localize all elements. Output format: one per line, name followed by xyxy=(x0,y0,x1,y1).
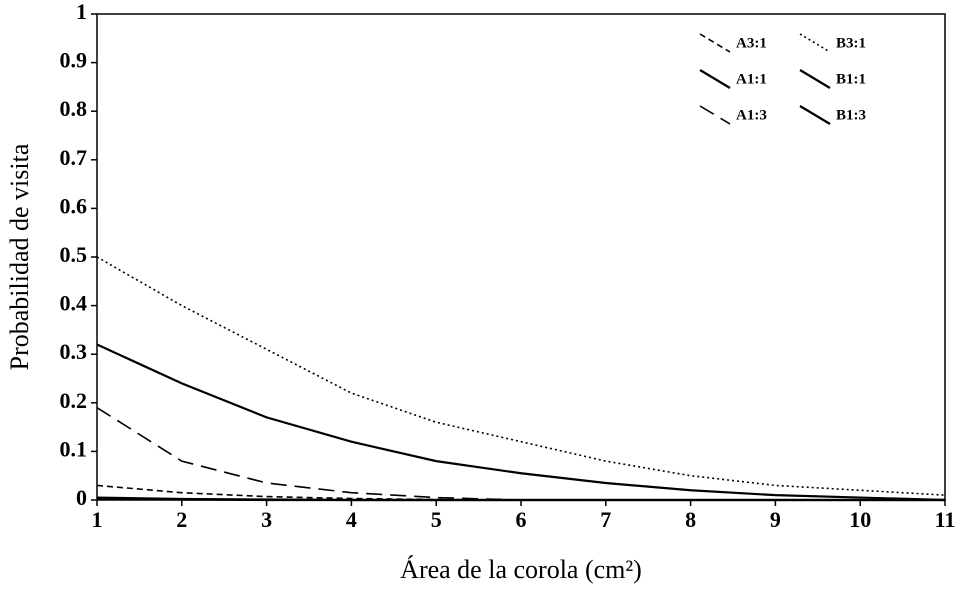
series-line xyxy=(96,497,945,502)
y-tick-label: 0.9 xyxy=(60,48,88,73)
y-tick-label: 0.6 xyxy=(60,193,88,218)
x-tick-label: 9 xyxy=(770,507,781,532)
x-tick-label: 4 xyxy=(346,507,357,532)
y-tick-label: 0.1 xyxy=(60,436,88,461)
x-tick-label: 1 xyxy=(92,507,103,532)
y-tick-label: 1 xyxy=(76,0,87,24)
legend-label: B1:3 xyxy=(836,107,866,123)
legend-swatch xyxy=(799,105,831,125)
y-tick-label: 0.2 xyxy=(60,388,88,413)
series-line xyxy=(96,343,946,502)
x-tick-label: 10 xyxy=(849,507,871,532)
legend-swatch xyxy=(799,69,831,89)
x-tick-label: 8 xyxy=(685,507,696,532)
x-tick-label: 2 xyxy=(176,507,187,532)
x-axis-label: Área de la corola (cm²) xyxy=(400,555,642,584)
plot-frame xyxy=(96,13,946,501)
legend-swatch xyxy=(699,69,731,89)
series-line xyxy=(96,256,946,496)
legend-label: A1:3 xyxy=(736,107,767,123)
y-tick-label: 0.4 xyxy=(60,291,88,316)
y-tick-label: 0 xyxy=(76,485,87,510)
y-tick-label: 0.7 xyxy=(60,145,88,170)
y-tick-label: 0.8 xyxy=(60,96,88,121)
legend-swatch xyxy=(699,33,731,53)
legend-label: A1:1 xyxy=(736,71,767,87)
x-tick-label: 5 xyxy=(431,507,442,532)
y-axis-label: Probabilidad de visita xyxy=(5,143,34,370)
legend-swatch xyxy=(799,33,831,53)
x-tick-label: 11 xyxy=(935,507,955,532)
x-tick-label: 3 xyxy=(261,507,272,532)
x-tick-label: 7 xyxy=(600,507,611,532)
legend-label: B3:1 xyxy=(836,35,866,51)
series-line xyxy=(96,406,945,501)
y-tick-label: 0.5 xyxy=(60,242,88,267)
legend-label: A3:1 xyxy=(736,35,767,51)
legend-label: B1:1 xyxy=(836,71,866,87)
legend-swatch xyxy=(699,105,731,125)
x-tick-label: 6 xyxy=(516,507,527,532)
y-tick-label: 0.3 xyxy=(60,339,88,364)
